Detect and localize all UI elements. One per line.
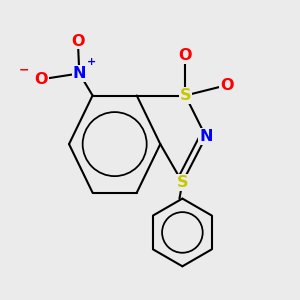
Text: S: S (177, 175, 188, 190)
Text: O: O (34, 72, 48, 87)
Text: O: O (71, 34, 85, 49)
Text: N: N (73, 66, 86, 81)
Text: +: + (86, 57, 96, 67)
Text: S: S (180, 88, 191, 103)
Text: N: N (199, 129, 213, 144)
Text: O: O (178, 48, 192, 63)
Text: O: O (220, 78, 233, 93)
Text: −: − (19, 64, 29, 77)
